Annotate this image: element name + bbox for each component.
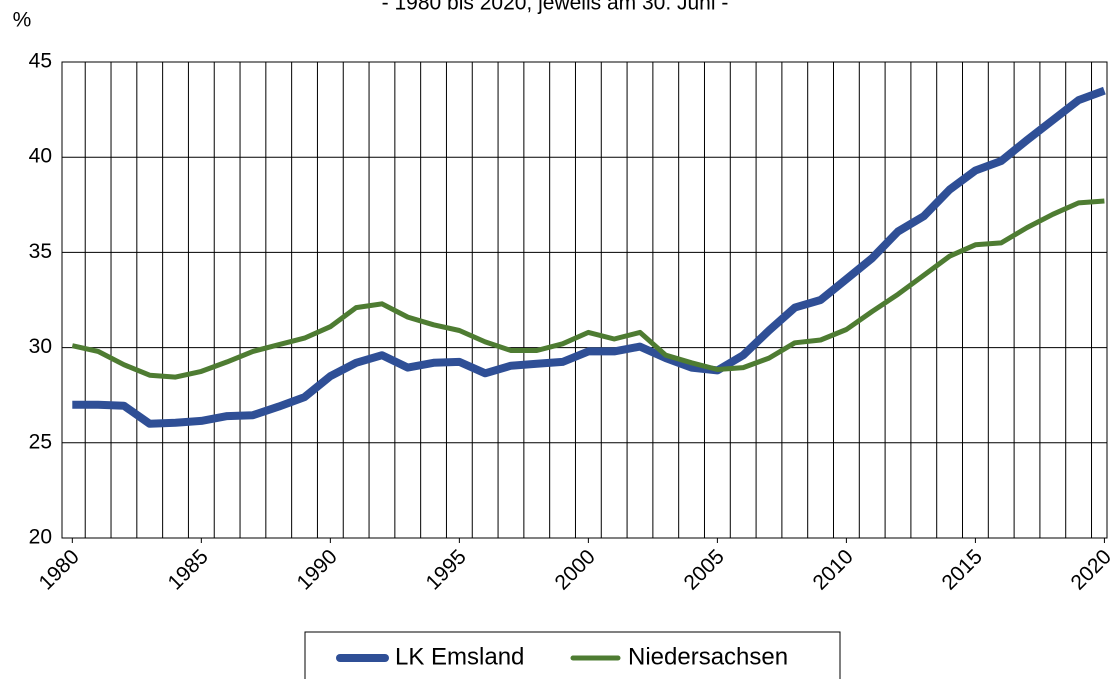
x-tick-label: 1980: [34, 545, 83, 594]
legend-label: Niedersachsen: [628, 643, 788, 670]
y-axis-label: %: [13, 9, 32, 32]
y-tick-label: 20: [29, 526, 52, 549]
x-tick-label: 1985: [163, 545, 212, 594]
x-tick-label: 1990: [293, 545, 342, 594]
y-tick-label: 35: [29, 240, 52, 263]
y-tick-label: 25: [29, 430, 52, 453]
x-tick-label: 2000: [551, 545, 600, 594]
x-tick-label: 2005: [680, 545, 729, 594]
x-tick-label: 2020: [1067, 545, 1113, 594]
y-tick-label: 30: [29, 335, 52, 358]
legend-label: LK Emsland: [395, 643, 524, 670]
x-tick-label: 1995: [422, 545, 471, 594]
line-series: [71, 198, 1105, 380]
x-tick-label: 2010: [809, 545, 858, 594]
line-series: [72, 86, 1106, 428]
plot-frame: [61, 61, 1108, 539]
x-tick-label: 2015: [938, 545, 987, 594]
chart-subtitle: - 1980 bis 2020, jeweils am 30. Juni -: [382, 0, 729, 15]
y-tick-label: 40: [29, 145, 52, 168]
y-tick-label: 45: [29, 50, 52, 73]
legend-box: [304, 631, 841, 679]
